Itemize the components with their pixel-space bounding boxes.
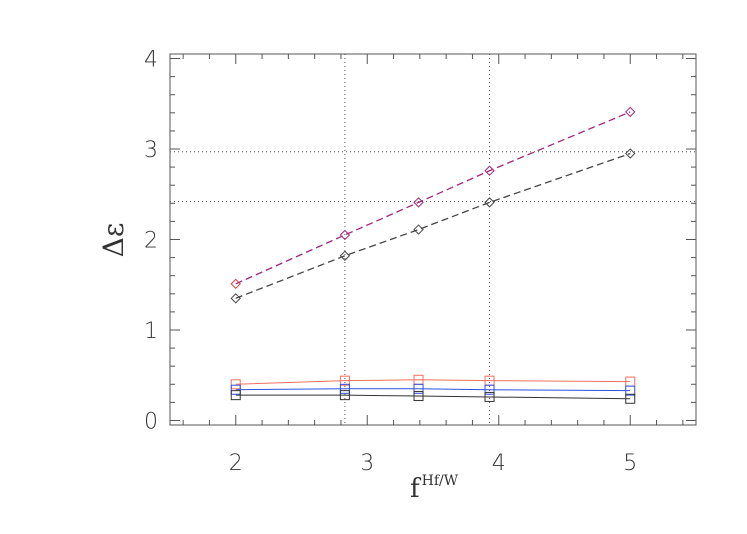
data-point-diamond <box>625 106 636 118</box>
plot-frame <box>169 53 697 426</box>
y-axis-label: Δε <box>97 223 130 258</box>
series-0 <box>230 106 636 290</box>
series-line <box>235 388 631 392</box>
x-axis-label-base: f <box>410 474 422 504</box>
data-point-square <box>625 385 636 396</box>
data-point-square <box>413 391 424 402</box>
x-tick-label: 3 <box>360 451 374 476</box>
data-point-diamond <box>484 197 495 208</box>
x-tick-label: 5 <box>623 451 637 476</box>
data-point-square <box>230 379 241 390</box>
y-tick-label: 4 <box>144 48 158 73</box>
tick-labels: 2 3 4 5 0 1 2 3 4 <box>144 48 637 476</box>
data-point-square <box>413 383 424 394</box>
series-3 <box>230 383 636 396</box>
data-point-diamond <box>339 250 351 261</box>
y-tick-label: 0 <box>144 409 158 434</box>
data-point-diamond <box>413 224 424 235</box>
data-point-diamond <box>625 148 636 159</box>
data-point-diamond <box>230 278 241 290</box>
y-tick-label: 1 <box>144 319 158 344</box>
data-point-square <box>230 384 241 395</box>
x-axis-label: f Hf/W <box>410 473 459 504</box>
data-point-square <box>339 390 350 401</box>
axis-ticks <box>170 54 696 425</box>
data-point-square <box>230 390 241 401</box>
grid-lines <box>170 54 696 425</box>
data-point-square <box>625 393 636 404</box>
x-tick-label: 4 <box>492 451 506 476</box>
series-line <box>235 394 631 400</box>
data-point-square <box>339 383 350 394</box>
y-tick-label: 2 <box>144 229 158 254</box>
series-4 <box>230 390 636 404</box>
y-tick-label: 3 <box>144 138 158 163</box>
series-line <box>235 152 631 299</box>
series-line <box>235 379 631 385</box>
data-point-square <box>339 375 350 386</box>
series-2 <box>230 374 636 390</box>
series-line <box>235 111 631 285</box>
data-point-square <box>484 384 495 395</box>
data-point-diamond <box>484 165 495 176</box>
data-point-diamond <box>339 229 351 241</box>
data-point-diamond <box>413 197 424 208</box>
series-layer <box>230 106 636 404</box>
data-point-square <box>484 391 495 402</box>
series-1 <box>230 148 636 304</box>
x-axis-label-superscript: Hf/W <box>422 473 459 489</box>
x-tick-label: 2 <box>229 451 243 476</box>
data-point-diamond <box>230 293 241 304</box>
